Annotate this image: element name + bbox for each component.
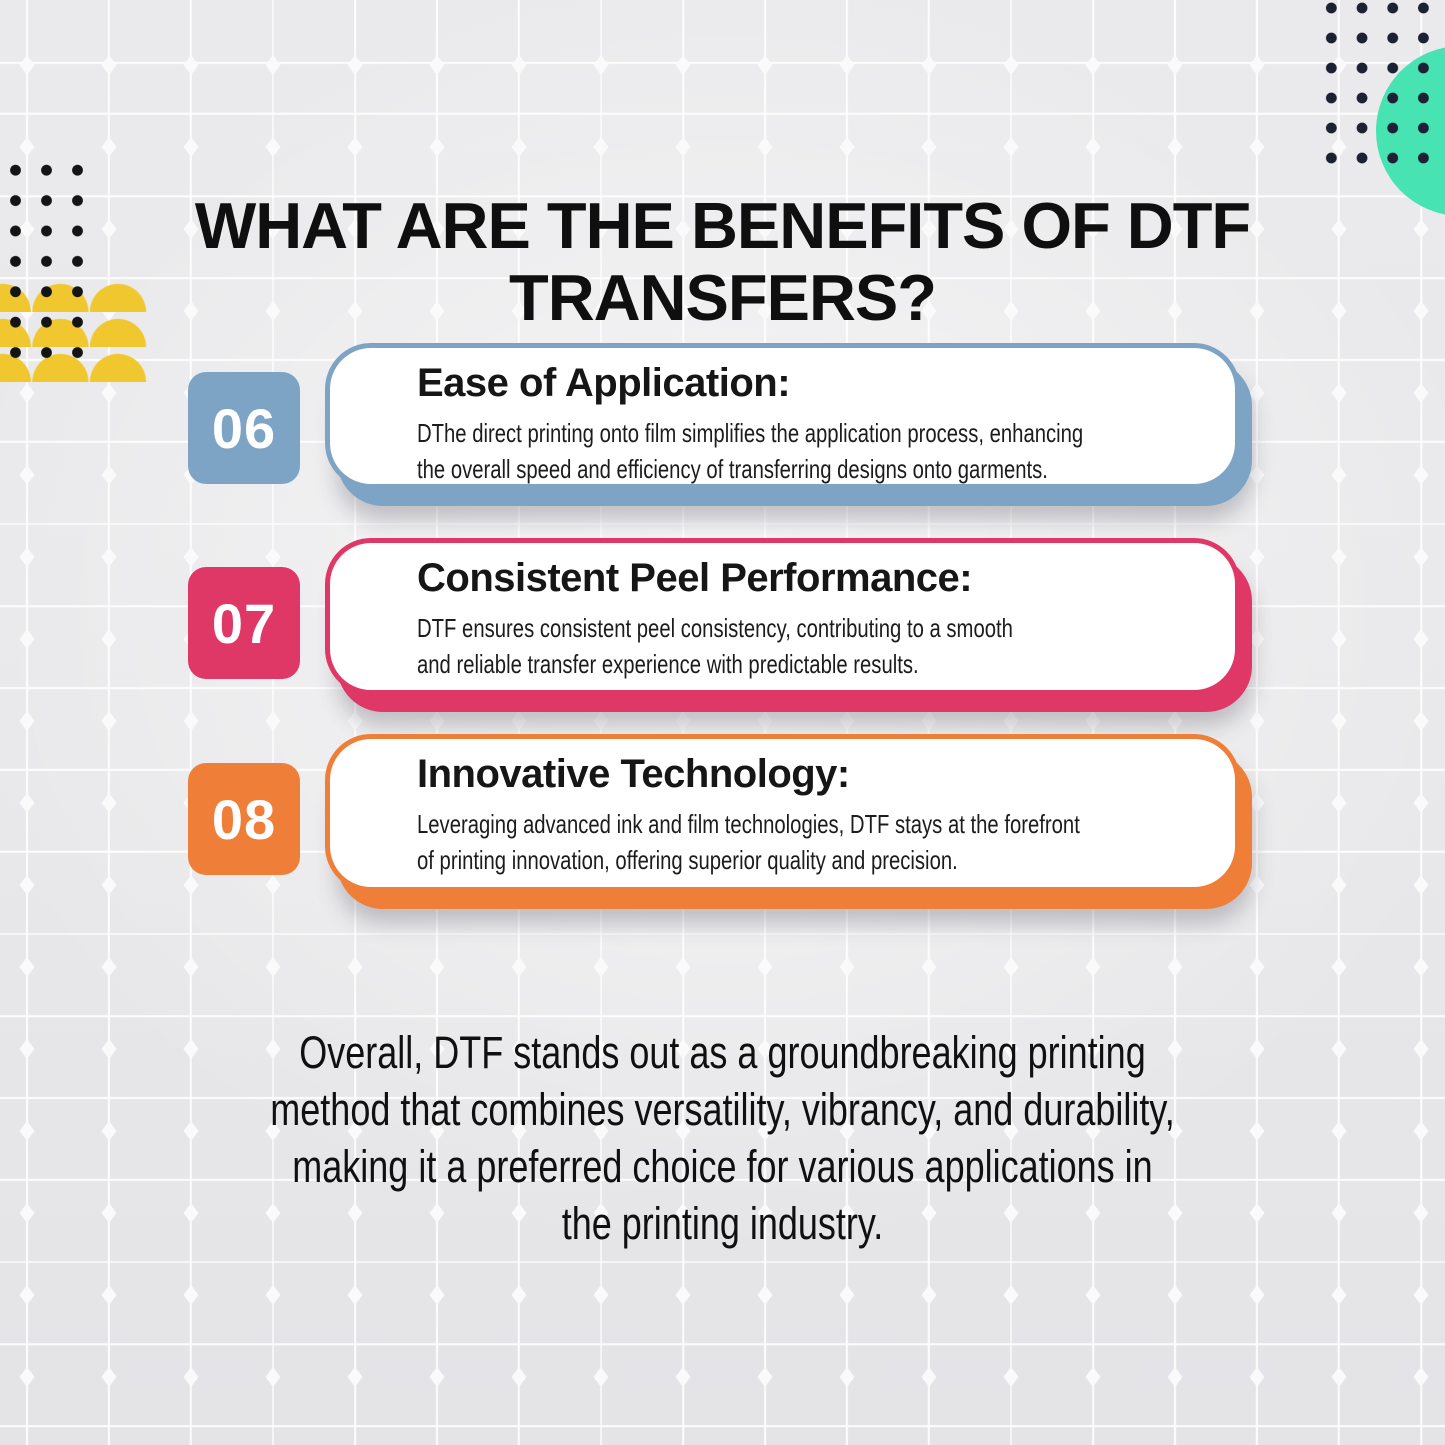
number-label: 08 — [211, 787, 277, 851]
benefit-heading: Ease of Application: — [417, 361, 791, 405]
benefit-description: DThe direct printing onto film simplifie… — [417, 415, 1211, 487]
benefit-card: Ease of Application: DThe direct printin… — [325, 343, 1252, 506]
number-label: 07 — [211, 591, 277, 655]
dot-grid-icon — [1316, 0, 1440, 180]
conclusion-line: Overall, DTF stands out as a groundbreak… — [299, 1027, 1146, 1078]
benefit-card-body: Ease of Application: DThe direct printin… — [325, 343, 1240, 489]
benefit-card-body: Consistent Peel Performance: DTF ensures… — [325, 538, 1240, 695]
benefit-heading: Innovative Technology: — [417, 752, 850, 796]
benefit-description: DTF ensures consistent peel consistency,… — [417, 610, 1211, 682]
number-label: 06 — [211, 396, 277, 460]
benefit-description-line: the overall speed and efficiency of tran… — [417, 454, 1048, 484]
conclusion-line: method that combines versatility, vibran… — [270, 1084, 1175, 1135]
benefit-card: Innovative Technology: Leveraging advanc… — [325, 734, 1252, 909]
benefit-description-line: and reliable transfer experience with pr… — [417, 649, 919, 679]
conclusion-text: Overall, DTF stands out as a groundbreak… — [145, 1024, 1301, 1252]
benefit-description-line: of printing innovation, offering superio… — [417, 845, 958, 875]
number-badge: 06 — [188, 372, 300, 484]
number-badge: 07 — [188, 567, 300, 679]
benefit-description-line: DThe direct printing onto film simplifie… — [417, 418, 1084, 448]
benefit-description: Leveraging advanced ink and film technol… — [417, 806, 1211, 878]
benefit-heading: Consistent Peel Performance: — [417, 556, 973, 600]
conclusion-line: making it a preferred choice for various… — [292, 1141, 1153, 1192]
benefit-description-line: DTF ensures consistent peel consistency,… — [417, 613, 1013, 643]
number-badge: 08 — [188, 763, 300, 875]
dot-grid-icon — [0, 155, 94, 369]
page-title-line: TRANSFERS? — [509, 260, 937, 334]
page-title: WHAT ARE THE BENEFITS OF DTF TRANSFERS? — [0, 188, 1445, 334]
conclusion-line: the printing industry. — [561, 1198, 884, 1249]
page-title-line: WHAT ARE THE BENEFITS OF DTF — [194, 188, 1251, 262]
benefit-card-body: Innovative Technology: Leveraging advanc… — [325, 734, 1240, 892]
benefit-card: Consistent Peel Performance: DTF ensures… — [325, 538, 1252, 712]
benefit-description-line: Leveraging advanced ink and film technol… — [417, 809, 1080, 839]
